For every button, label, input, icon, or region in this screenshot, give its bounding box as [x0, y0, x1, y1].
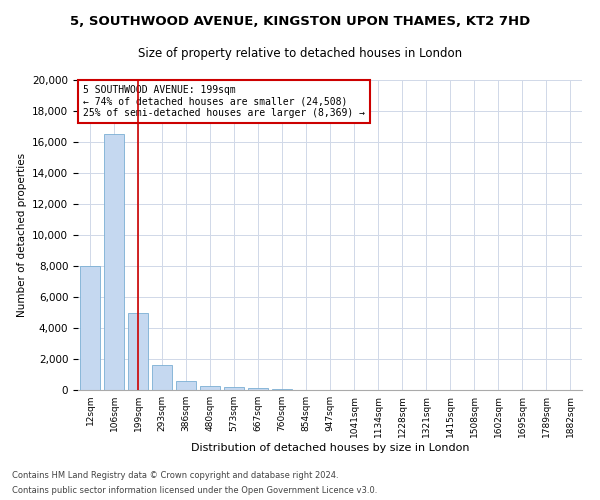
Bar [128, 312, 148, 390]
Text: Contains public sector information licensed under the Open Government Licence v3: Contains public sector information licen… [12, 486, 377, 495]
Bar [104, 134, 124, 390]
Bar [248, 388, 268, 390]
Y-axis label: Number of detached properties: Number of detached properties [17, 153, 26, 317]
Text: Size of property relative to detached houses in London: Size of property relative to detached ho… [138, 48, 462, 60]
Bar [224, 387, 244, 390]
Bar [200, 386, 220, 390]
Text: 5 SOUTHWOOD AVENUE: 199sqm
← 74% of detached houses are smaller (24,508)
25% of : 5 SOUTHWOOD AVENUE: 199sqm ← 74% of deta… [83, 84, 365, 118]
X-axis label: Distribution of detached houses by size in London: Distribution of detached houses by size … [191, 442, 469, 452]
Bar [152, 365, 172, 390]
Bar [176, 380, 196, 390]
Bar [272, 389, 292, 390]
Text: Contains HM Land Registry data © Crown copyright and database right 2024.: Contains HM Land Registry data © Crown c… [12, 471, 338, 480]
Bar [80, 266, 100, 390]
Text: 5, SOUTHWOOD AVENUE, KINGSTON UPON THAMES, KT2 7HD: 5, SOUTHWOOD AVENUE, KINGSTON UPON THAME… [70, 15, 530, 28]
